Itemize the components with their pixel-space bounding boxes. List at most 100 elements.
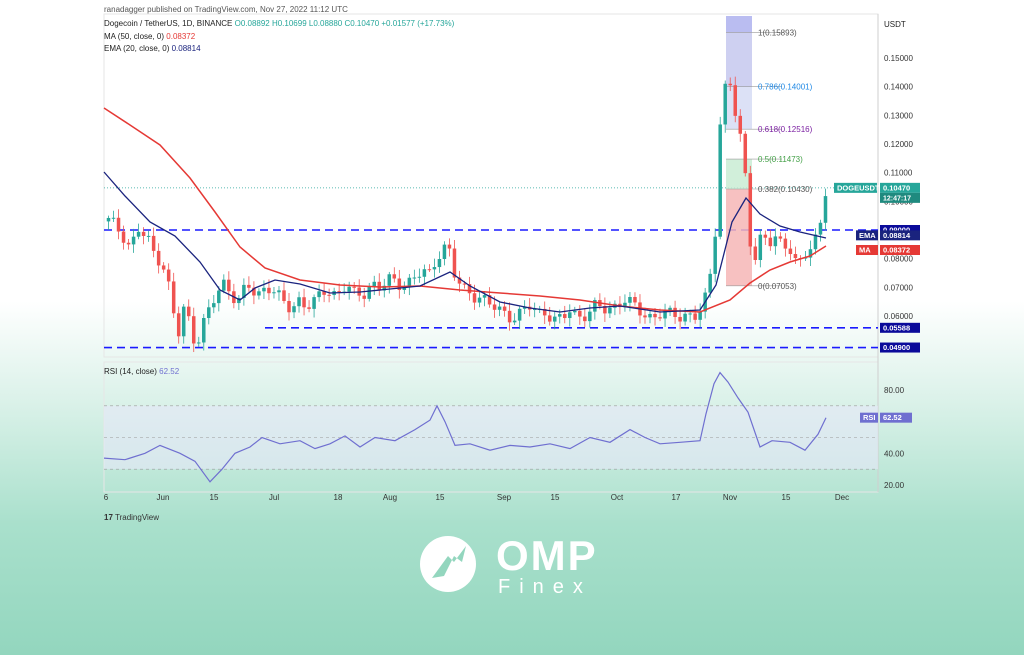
tag-ma-value: 0.08372 xyxy=(883,246,910,255)
candle-body-12 xyxy=(166,269,171,282)
candle-body-70 xyxy=(457,277,462,284)
tag-level-0.09000: 0.09000 xyxy=(883,226,910,235)
candle-body-56 xyxy=(387,274,392,286)
candle-body-41 xyxy=(312,297,316,309)
published-text: ranadagger published on TradingView.com,… xyxy=(104,5,348,14)
candle-body-129 xyxy=(753,246,758,260)
tag-last-price: 0.10470 xyxy=(883,183,910,192)
candle-body-131 xyxy=(763,234,768,238)
ohlc-values: O0.08892 H0.10699 L0.08880 C0.10470 +0.0… xyxy=(234,19,455,28)
candle-body-51 xyxy=(362,295,366,299)
candle-body-79 xyxy=(502,306,507,311)
candle-body-133 xyxy=(773,236,778,247)
fib-zone-4 xyxy=(726,189,752,286)
tradingview-logo: 17 TradingView xyxy=(104,513,159,522)
candle-body-61 xyxy=(412,277,417,279)
rsi-panel xyxy=(103,371,878,483)
candle-body-74 xyxy=(477,297,482,303)
candle-body-73 xyxy=(472,293,477,303)
candle-body-60 xyxy=(407,277,412,288)
rsi-tick-20.00: 20.00 xyxy=(884,481,905,490)
brand-name: OMP xyxy=(496,532,598,579)
price-tick-0.11000: 0.11000 xyxy=(884,169,913,178)
tag-ma: MA xyxy=(859,246,871,255)
candle-body-27 xyxy=(242,284,246,298)
candle-body-88 xyxy=(547,315,552,322)
fib-zone-2 xyxy=(726,129,752,160)
x-tick-5: Aug xyxy=(383,493,397,502)
price-tags: DOGEUSDT 0.10470 12:47:17 0.09000 EMA 0.08814… xyxy=(834,182,920,423)
rsi-legend: RSI (14, close) 62.52 xyxy=(104,367,179,376)
fib-label-4: 0.382(0.10430) xyxy=(758,185,813,194)
ema-line xyxy=(103,171,827,313)
candle-body-16 xyxy=(186,306,191,317)
candle-body-30 xyxy=(257,291,261,296)
x-tick-8: 15 xyxy=(551,493,560,502)
candle-body-15 xyxy=(181,306,186,337)
candle-body-126 xyxy=(738,115,743,134)
candle-body-63 xyxy=(422,269,427,277)
candle-body-59 xyxy=(402,287,407,290)
candle-body-132 xyxy=(768,237,773,247)
price-tick-0.13000: 0.13000 xyxy=(884,111,913,120)
candle-body-91 xyxy=(563,314,567,319)
candle-body-90 xyxy=(558,314,562,317)
fib-label-5: 0(0.07053) xyxy=(758,282,797,291)
x-tick-12: 15 xyxy=(782,493,791,502)
fib-extension-zone xyxy=(726,16,752,33)
candle-body-118 xyxy=(698,311,702,320)
axes: 0.150000.140000.130000.120000.110000.100… xyxy=(104,54,914,502)
legend-ma: MA (50, close, 0) 0.08372 xyxy=(104,32,195,41)
candle-body-81 xyxy=(512,320,517,323)
fib-label-0: 1(0.15893) xyxy=(758,28,797,37)
ma-legend-value: 0.08372 xyxy=(166,32,196,41)
candle-body-44 xyxy=(327,294,331,296)
candle-body-37 xyxy=(292,306,296,313)
candle-body-134 xyxy=(778,236,783,239)
candle-body-1 xyxy=(111,217,116,219)
candle-body-89 xyxy=(552,316,557,322)
candle-body-130 xyxy=(758,234,763,260)
candle-body-105 xyxy=(633,296,637,303)
candle-body-7 xyxy=(141,231,146,236)
candle-body-2 xyxy=(116,217,121,232)
candle-body-85 xyxy=(532,309,537,311)
fib-label-2: 0.618(0.12516) xyxy=(758,125,813,134)
price-tick-0.07000: 0.07000 xyxy=(884,283,913,292)
tradingview-text: TradingView xyxy=(114,513,160,522)
legend-ema: EMA (20, close, 0) 0.08814 xyxy=(104,44,201,53)
candle-body-6 xyxy=(136,231,141,237)
legend-symbol: Dogecoin / TetherUS, 1D, BINANCE O0.0889… xyxy=(104,19,454,28)
price-tick-0.08000: 0.08000 xyxy=(884,255,913,264)
candle-body-4 xyxy=(126,242,131,245)
tag-level-0.04900: 0.04900 xyxy=(883,343,910,352)
candle-body-75 xyxy=(482,295,487,298)
x-tick-6: 15 xyxy=(436,493,445,502)
candle-body-38 xyxy=(297,297,301,307)
candle-body-64 xyxy=(427,269,432,271)
candle-body-26 xyxy=(237,297,241,304)
tag-ma-bg xyxy=(856,245,878,256)
rsi-tick-40.00: 40.00 xyxy=(884,449,905,458)
candle-body-123 xyxy=(723,83,727,125)
ema-legend-value: 0.08814 xyxy=(171,44,201,53)
candle-body-110 xyxy=(658,317,662,319)
candle-body-36 xyxy=(287,300,291,313)
candle-body-95 xyxy=(583,316,587,322)
candle-body-34 xyxy=(277,290,281,293)
candle-body-76 xyxy=(487,295,492,305)
candle-body-21 xyxy=(212,303,216,308)
candle-body-78 xyxy=(497,306,502,310)
candle-body-113 xyxy=(673,307,677,317)
candle-body-97 xyxy=(593,300,597,312)
candle-body-48 xyxy=(347,286,351,292)
candle-body-117 xyxy=(693,313,697,320)
price-tick-0.06000: 0.06000 xyxy=(884,312,913,321)
fib-label-1: 0.786(0.14001) xyxy=(758,83,813,92)
tag-level-0.05588-bg xyxy=(880,322,920,333)
candle-body-10 xyxy=(156,250,161,266)
candle-body-0 xyxy=(106,217,111,222)
price-tick-0.15000: 0.15000 xyxy=(884,54,913,63)
candle-body-32 xyxy=(267,287,271,294)
omp-finex-logo: OMP Finex xyxy=(418,532,618,602)
